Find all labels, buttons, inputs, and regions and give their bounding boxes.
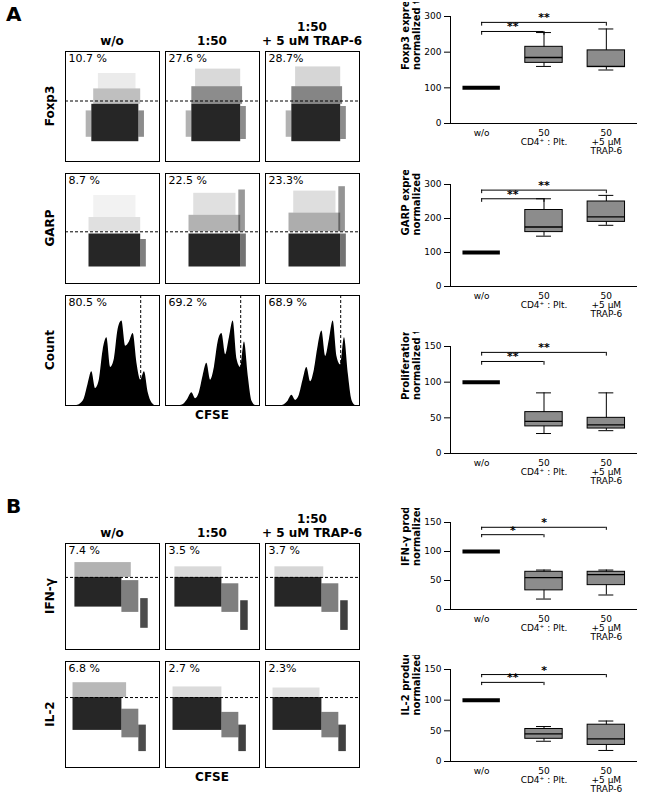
html-text:IFN-γ: IFN-γ	[43, 578, 57, 614]
svg-text:*: *	[541, 516, 547, 529]
svg-text:150: 150	[424, 517, 441, 527]
svg-text:2.7 %: 2.7 %	[169, 662, 200, 675]
svg-text:300: 300	[424, 11, 441, 21]
svg-text:200: 200	[424, 47, 441, 57]
svg-text:**: **	[507, 671, 519, 684]
html-text:1:50 + 5 uM TRAP-6: 1:50 + 5 uM TRAP-6	[262, 512, 362, 540]
svg-text:23.3%: 23.3%	[269, 174, 304, 187]
svg-text:200: 200	[424, 213, 441, 223]
svg-text:150: 150	[424, 664, 441, 674]
svg-text:0: 0	[436, 448, 442, 458]
svg-text:0: 0	[436, 604, 442, 614]
svg-text:**: **	[507, 188, 519, 201]
svg-text:50+5 µMTRAP-6: 50+5 µMTRAP-6	[589, 291, 622, 319]
svg-text:*: *	[541, 664, 547, 677]
svg-text:GARP expressionnormalized to w: GARP expressionnormalized to w/o	[400, 170, 422, 236]
svg-text:**: **	[538, 341, 550, 354]
svg-text:27.6 %: 27.6 %	[169, 52, 207, 65]
svg-text:7.4 %: 7.4 %	[69, 544, 100, 557]
html-text:1:50 + 5 uM TRAP-6: 1:50 + 5 uM TRAP-6	[262, 20, 362, 48]
svg-text:3.5 %: 3.5 %	[169, 544, 200, 557]
svg-text:w/o: w/o	[474, 458, 490, 468]
svg-text:50CD4⁺ : Plt.: 50CD4⁺ : Plt.	[521, 291, 568, 310]
svg-text:50: 50	[430, 575, 442, 585]
html-text:Count: Count	[43, 330, 57, 370]
html-text:CFSE: CFSE	[195, 408, 229, 422]
html-text:w/o: w/o	[100, 34, 124, 48]
svg-text:**: **	[538, 179, 550, 192]
svg-text:100: 100	[424, 247, 441, 257]
svg-text:22.5 %: 22.5 %	[169, 174, 207, 187]
svg-text:100: 100	[424, 377, 441, 387]
svg-text:69.2 %: 69.2 %	[169, 296, 207, 309]
html-text:w/o: w/o	[100, 526, 124, 540]
html-text:GARP: GARP	[43, 209, 57, 247]
html-text:IL-2: IL-2	[43, 701, 57, 727]
svg-text:10.7 %: 10.7 %	[69, 52, 107, 65]
svg-text:28.7%: 28.7%	[269, 52, 304, 65]
html-text:A: A	[6, 2, 22, 26]
svg-text:0: 0	[436, 118, 442, 128]
svg-text:150: 150	[424, 341, 441, 351]
svg-text:0: 0	[436, 281, 442, 291]
html-text:1:50: 1:50	[197, 526, 227, 540]
svg-text:50+5 µMTRAP-6: 50+5 µMTRAP-6	[589, 128, 622, 156]
svg-text:100: 100	[424, 83, 441, 93]
svg-text:**: **	[507, 350, 519, 363]
svg-text:w/o: w/o	[474, 128, 490, 138]
svg-text:w/o: w/o	[474, 614, 490, 624]
svg-text:**: **	[507, 20, 519, 33]
svg-text:Foxp3 expressionnormalized to: Foxp3 expressionnormalized to w/o	[400, 2, 422, 70]
svg-text:Proliferationnormalized to w/o: Proliferationnormalized to w/o	[400, 332, 422, 400]
html-text:1:50: 1:50	[197, 34, 227, 48]
svg-text:300: 300	[424, 179, 441, 189]
svg-text:50+5 µMTRAP-6: 50+5 µMTRAP-6	[589, 766, 622, 794]
svg-text:2.3%: 2.3%	[269, 662, 297, 675]
svg-text:IFN-γ productionnormalized to: IFN-γ productionnormalized to w/o	[400, 508, 422, 566]
html-text:B: B	[6, 494, 22, 518]
svg-text:80.5 %: 80.5 %	[69, 296, 107, 309]
svg-text:100: 100	[424, 546, 441, 556]
svg-text:50CD4⁺ : Plt.: 50CD4⁺ : Plt.	[521, 766, 568, 785]
svg-text:100: 100	[424, 695, 441, 705]
svg-text:68.9 %: 68.9 %	[269, 296, 307, 309]
svg-text:50: 50	[430, 726, 442, 736]
svg-text:50: 50	[430, 413, 442, 423]
svg-text:w/o: w/o	[474, 291, 490, 301]
svg-text:50+5 µMTRAP-6: 50+5 µMTRAP-6	[589, 614, 622, 642]
svg-text:**: **	[538, 11, 550, 24]
svg-text:*: *	[510, 524, 516, 537]
svg-text:w/o: w/o	[474, 766, 490, 776]
svg-text:50CD4⁺ : Plt.: 50CD4⁺ : Plt.	[521, 128, 568, 147]
svg-text:50CD4⁺ : Plt.: 50CD4⁺ : Plt.	[521, 614, 568, 633]
svg-text:8.7 %: 8.7 %	[69, 174, 100, 187]
svg-text:6.8 %: 6.8 %	[69, 662, 100, 675]
svg-text:IL-2 productionnormalized to w: IL-2 productionnormalized to w/o	[400, 655, 422, 716]
svg-text:0: 0	[436, 756, 442, 766]
svg-text:50CD4⁺ : Plt.: 50CD4⁺ : Plt.	[521, 458, 568, 477]
html-text:Foxp3: Foxp3	[43, 85, 57, 127]
svg-text:50+5 µMTRAP-6: 50+5 µMTRAP-6	[589, 458, 622, 486]
html-text:CFSE: CFSE	[195, 770, 229, 784]
svg-text:3.7 %: 3.7 %	[269, 544, 300, 557]
